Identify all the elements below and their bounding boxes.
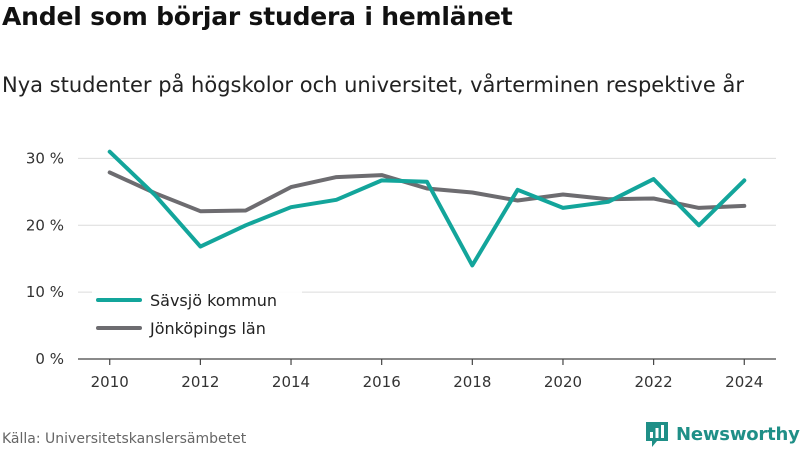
brand-name: Newsworthy (676, 423, 800, 445)
x-tick-label: 2012 (181, 373, 219, 391)
legend: Sävsjö kommun Jönköpings län (92, 286, 302, 340)
x-tick-label: 2016 (363, 373, 401, 391)
newsworthy-logo-icon (646, 422, 668, 447)
legend-label: Jönköpings län (149, 319, 266, 338)
y-tick-label: 20 % (26, 216, 64, 234)
x-tick-label: 2024 (725, 373, 763, 391)
series-line-jonkopings-lan (107, 170, 747, 214)
brand-logo: Newsworthy (644, 420, 800, 448)
x-tick-label: 2022 (635, 373, 673, 391)
line-chart: 0 % 10 % 20 % 30 % 2010 2012 2014 2016 2018 2020 2… (26, 149, 776, 391)
y-tick-label: 0 % (35, 350, 64, 368)
x-tick-label: 2020 (544, 373, 582, 391)
series-line-savsjo-kommun (107, 149, 747, 268)
chart-title: Andel som börjar studera i hemlänet (2, 2, 513, 31)
y-tick-label: 10 % (26, 283, 64, 301)
chart-subtitle: Nya studenter på högskolor och universit… (2, 73, 744, 97)
legend-label: Sävsjö kommun (150, 291, 277, 310)
x-tick-label: 2010 (91, 373, 129, 391)
x-tick-label: 2014 (272, 373, 310, 391)
y-tick-label: 30 % (26, 149, 64, 167)
series-lines (107, 149, 747, 268)
axes: 0 % 10 % 20 % 30 % 2010 2012 2014 2016 2018 2020 2… (26, 149, 776, 391)
source-note: Källa: Universitetskanslersämbetet (2, 431, 247, 447)
x-tick-label: 2018 (453, 373, 491, 391)
